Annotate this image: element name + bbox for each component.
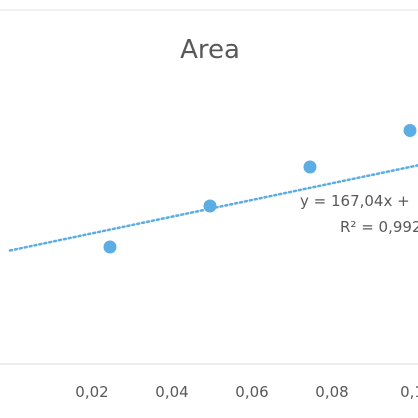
x-tick-label: 0,08 [315,383,348,401]
trendline-r-squared: R² = 0,992 [340,218,418,236]
trendline [8,164,418,252]
data-point [103,240,117,254]
x-tick-label: 0,06 [235,383,268,401]
trendline-layer [8,164,418,252]
data-point [403,124,417,137]
data-points [103,124,417,254]
data-point [303,160,317,174]
x-tick-label: 0,02 [75,383,108,401]
x-tick-labels: 0,02 0,04 0,06 0,08 0,1 [75,383,418,401]
data-point [203,199,217,213]
trendline-equation: y = 167,04x + [300,192,410,210]
x-tick-label: 0,1 [400,383,418,401]
chart-title: Area [180,35,240,65]
x-tick-label: 0,04 [155,383,188,401]
